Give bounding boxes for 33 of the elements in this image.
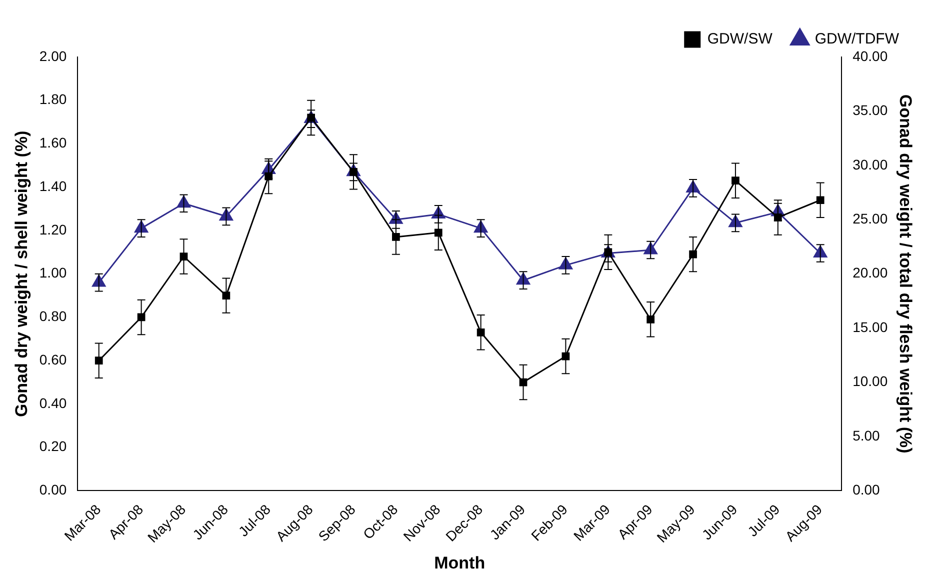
y-tick-label: 0.60 — [39, 351, 67, 368]
y-tick-label: 0.00 — [39, 482, 67, 498]
y2-tick-label: 30.00 — [852, 156, 888, 172]
point — [732, 176, 740, 185]
y-tick-label: 0.80 — [39, 308, 67, 324]
y-tick-label: 1.40 — [39, 178, 67, 194]
y2-tick-label: 0.00 — [852, 482, 880, 498]
y2-axis-title: Gonad dry weight / total dry flesh weight (%) — [896, 94, 916, 454]
y2-tick-label: 35.00 — [852, 102, 888, 118]
point — [646, 315, 655, 324]
y-tick-label: 1.20 — [39, 221, 67, 238]
y-tick-label: 1.60 — [39, 134, 67, 151]
y-tick-label: 2.00 — [39, 48, 67, 64]
y-tick-label: 1.80 — [39, 91, 67, 108]
y2-tick-label: 15.00 — [852, 318, 888, 335]
legend-label: GDW/TDFW — [814, 30, 900, 48]
x-axis-title: Month — [434, 553, 486, 572]
legend-label: GDW/SW — [707, 30, 774, 48]
y-tick-label: 0.20 — [39, 438, 67, 454]
point — [392, 233, 400, 241]
y2-tick-label: 10.00 — [852, 373, 888, 390]
y-tick-label: 0.40 — [39, 394, 67, 411]
point — [476, 328, 485, 336]
point — [816, 196, 824, 204]
point — [94, 356, 103, 365]
point — [689, 250, 697, 258]
y2-tick-label: 20.00 — [852, 264, 888, 281]
y2-tick-label: 40.00 — [852, 48, 888, 64]
y-axis-title: Gonad dry weight / shell weight (%) — [12, 130, 31, 417]
point — [434, 228, 442, 237]
y2-tick-label: 25.00 — [852, 210, 888, 226]
y2-tick-label: 5.00 — [852, 427, 880, 444]
y-tick-label: 1.00 — [39, 264, 67, 281]
